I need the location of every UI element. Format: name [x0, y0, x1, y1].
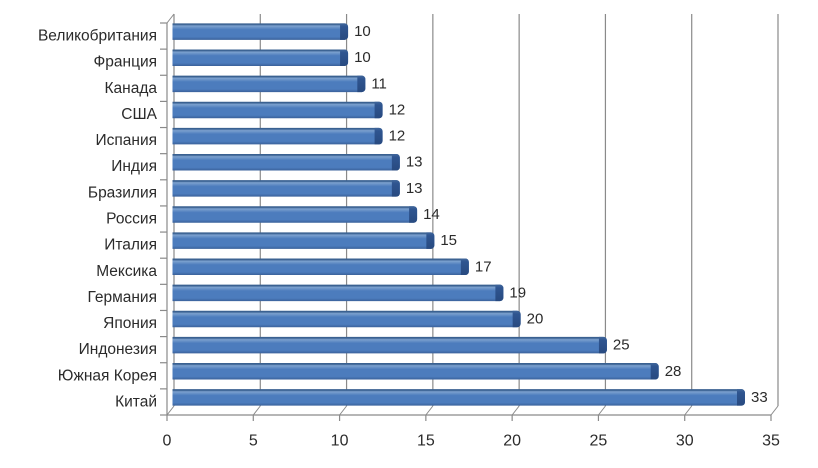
bar-end-cap [340, 23, 349, 40]
category-label: США [121, 106, 157, 123]
value-axis-depth-tick [339, 405, 347, 416]
bar-value-label: 12 [389, 128, 406, 145]
bar-value-label: 20 [527, 311, 544, 328]
x-tick-label: 0 [163, 433, 172, 450]
bar [172, 232, 435, 249]
bar-end-cap [426, 232, 435, 249]
bar [172, 258, 469, 276]
bar [172, 284, 504, 302]
bar-end-cap [650, 363, 659, 380]
bar-value-label: 10 [354, 49, 371, 66]
category-label: Китай [115, 393, 157, 410]
value-axis-depth-tick [598, 405, 606, 416]
bar-value-label: 11 [371, 75, 387, 92]
value-axis-depth-tick [770, 405, 779, 416]
value-axis-depth-tick [511, 405, 520, 416]
category-label: Индия [111, 158, 157, 175]
bar-end-cap [357, 75, 366, 93]
x-tick-label: 20 [503, 433, 521, 450]
category-label: Мексика [96, 263, 157, 280]
category-label: Южная Корея [58, 367, 157, 384]
bar-value-label: 19 [509, 284, 526, 301]
bar-value-label: 33 [751, 389, 768, 406]
bar-value-label: 12 [389, 101, 406, 118]
bar-end-cap [374, 127, 383, 145]
category-label: Германия [88, 289, 158, 306]
bar-value-label: 10 [354, 23, 371, 40]
value-axis-depth-tick [684, 405, 693, 416]
category-label: Франция [93, 54, 157, 71]
x-tick-label: 30 [676, 433, 694, 450]
bar-value-label: 13 [406, 154, 423, 171]
category-label: Индонезия [79, 341, 157, 358]
axis-depth-edge-top [166, 13, 175, 24]
category-label: Испания [95, 132, 157, 149]
bar-end-cap [512, 310, 521, 328]
bar [172, 49, 349, 66]
bar-value-label: 14 [423, 206, 440, 223]
x-tick-label: 5 [249, 433, 258, 450]
bar [172, 206, 418, 223]
value-axis-depth-tick [252, 405, 261, 416]
bar-end-cap [460, 258, 469, 276]
bar-end-cap [409, 206, 418, 223]
category-label: Россия [106, 211, 157, 228]
x-tick-label: 35 [762, 433, 780, 450]
category-label: Япония [103, 315, 157, 332]
bar-end-cap [736, 389, 745, 406]
category-label: Канада [105, 80, 158, 97]
bar [172, 389, 745, 406]
bar [172, 363, 659, 380]
bar-end-cap [391, 180, 400, 197]
bar-value-label: 25 [613, 337, 630, 354]
bar [172, 127, 383, 145]
x-tick-label: 15 [417, 433, 435, 450]
x-tick-label: 25 [590, 433, 608, 450]
bar-end-cap [495, 284, 504, 302]
bar-value-label: 13 [406, 180, 423, 197]
category-label: Бразилия [88, 184, 157, 201]
bar-value-label: 28 [665, 363, 682, 380]
bar [172, 336, 607, 354]
bar [172, 180, 400, 197]
bar-end-cap [598, 336, 607, 354]
bar-value-label: 15 [440, 232, 457, 249]
bar [172, 23, 349, 40]
bar-end-cap [391, 153, 400, 171]
bar [172, 153, 400, 171]
value-axis-depth-tick [425, 405, 434, 416]
bar [172, 75, 366, 93]
bar-end-cap [374, 101, 383, 119]
bar [172, 310, 521, 328]
category-label: Италия [104, 237, 157, 254]
value-axis-depth-tick [166, 405, 175, 416]
bar [172, 101, 383, 119]
bar-value-label: 17 [475, 258, 492, 275]
x-tick-label: 10 [331, 433, 349, 450]
bar-end-cap [340, 49, 349, 66]
category-label: Великобритания [38, 28, 157, 45]
